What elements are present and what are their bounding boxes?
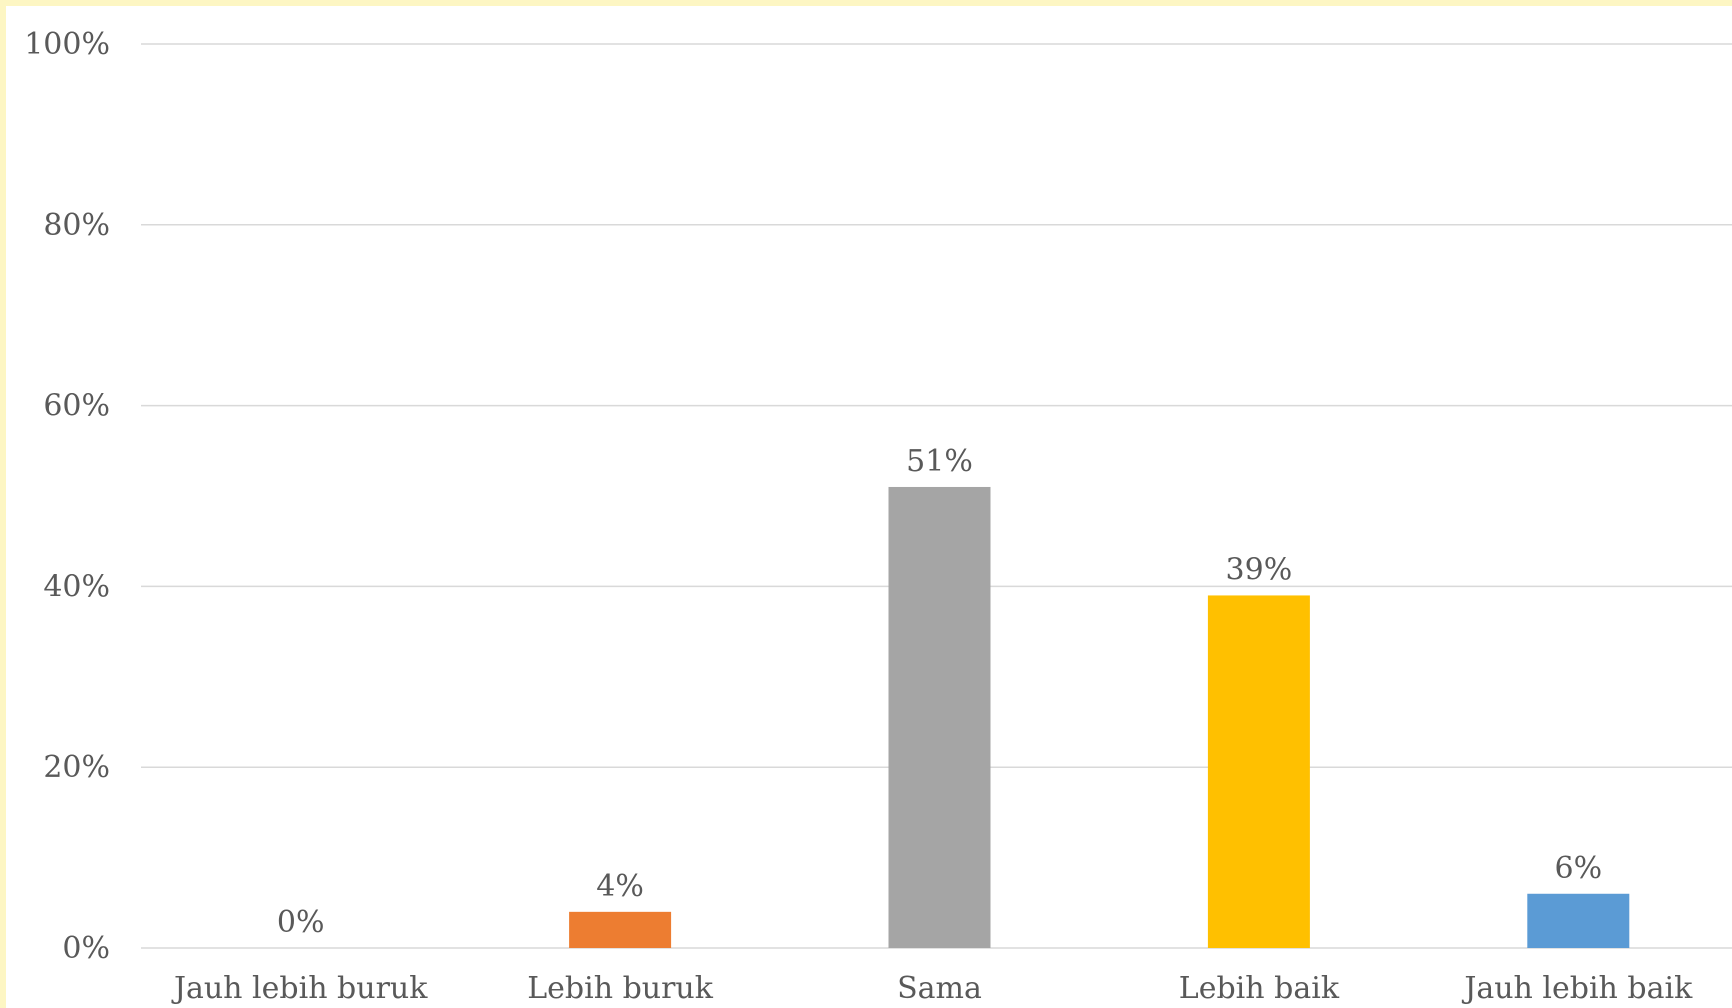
data-label: 4% (596, 869, 644, 904)
y-tick-label: 20% (43, 750, 110, 785)
y-tick-label: 40% (43, 569, 110, 604)
data-label: 0% (277, 905, 325, 940)
bar (1527, 893, 1630, 948)
y-tick-label: 80% (43, 208, 110, 243)
bar (888, 486, 991, 948)
y-tick-label: 0% (62, 931, 110, 966)
x-axis-category-labels: Jauh lebih buruk Lebih buruk Sama Lebih bai… (171, 971, 1693, 1006)
x-tick-label: Sama (897, 971, 982, 1006)
y-tick-label: 100% (24, 27, 110, 62)
bar-chart: 0% 20% 40% 60% 80% 100% 0% 4% 51% 39% 6% Jauh leb… (24, 27, 1732, 1006)
data-label: 6% (1555, 851, 1603, 886)
x-tick-label: Jauh lebih baik (1461, 971, 1693, 1006)
x-tick-label: Jauh lebih buruk (171, 971, 428, 1006)
data-label: 51% (906, 444, 973, 479)
x-tick-label: Lebih buruk (527, 971, 714, 1006)
data-labels: 0% 4% 51% 39% 6% (277, 444, 1602, 940)
y-tick-label: 60% (43, 389, 110, 424)
y-axis-tick-labels: 0% 20% 40% 60% 80% 100% (24, 27, 110, 966)
data-label: 39% (1226, 552, 1293, 587)
bar (1207, 595, 1310, 948)
bar (569, 911, 672, 948)
bars (569, 486, 1630, 948)
x-tick-label: Lebih baik (1179, 971, 1340, 1006)
